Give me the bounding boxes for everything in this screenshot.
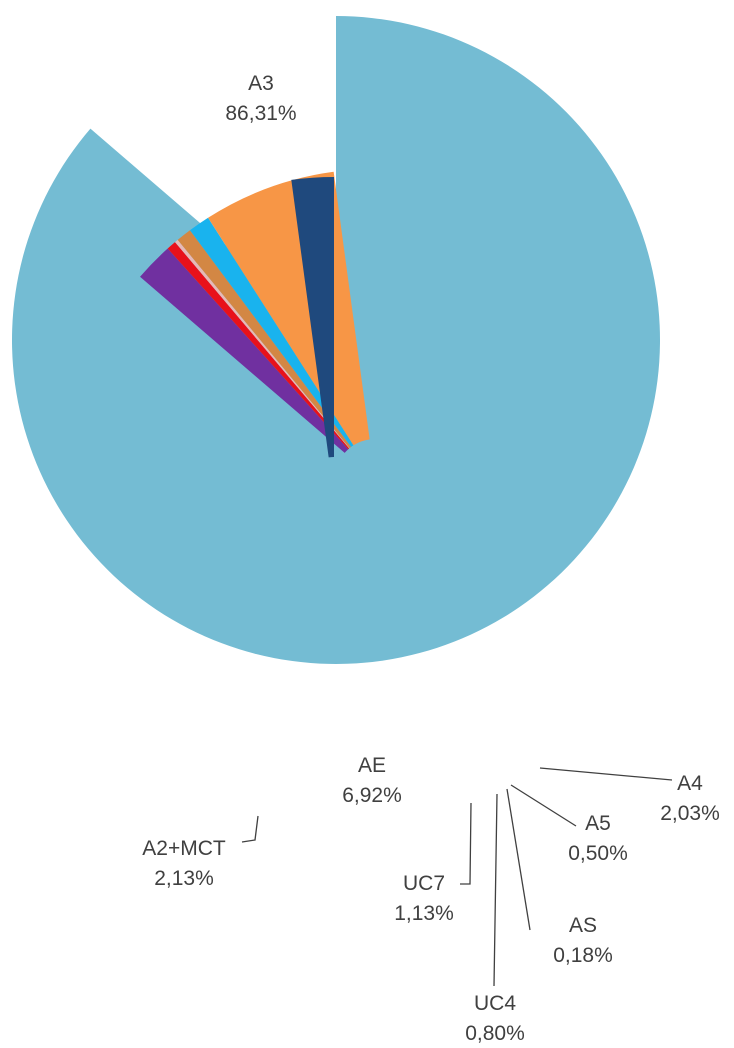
leader-line-as (506, 788, 531, 931)
leader-line-a4 (539, 767, 673, 781)
pie-slice-uc7 (189, 217, 354, 447)
slice-label-a3: A3 (248, 72, 274, 95)
slice-percent-uc4: 0,80% (465, 1022, 525, 1045)
slice-percent-ae: 6,92% (342, 784, 402, 807)
slice-label-a2-mct: A2+MCT (142, 837, 226, 860)
slice-label-uc7: UC7 (403, 872, 445, 895)
leader-line-a5 (510, 784, 577, 827)
slice-label-ae: AE (358, 754, 386, 777)
pie-slice-as (175, 239, 350, 449)
slice-percent-a2-mct: 2,13% (154, 867, 214, 890)
slice-label-uc4: UC4 (474, 992, 516, 1015)
pie-slice-uc4 (177, 230, 352, 449)
slice-percent-a4: 2,03% (660, 802, 720, 825)
leader-line-uc7 (460, 802, 472, 885)
slice-label-a5: A5 (585, 812, 611, 835)
leader-line-uc4 (493, 793, 498, 987)
slice-label-a4: A4 (677, 772, 703, 795)
slice-percent-uc7: 1,13% (394, 902, 454, 925)
slice-percent-a5: 0,50% (568, 842, 628, 865)
slice-percent-as: 0,18% (553, 944, 613, 967)
slice-label-as: AS (569, 914, 597, 937)
pie-slice-a4 (140, 248, 349, 453)
pie-slice-a2-mct (291, 177, 334, 458)
pie-slice-a5 (167, 242, 350, 450)
slice-percent-a3: 86,31% (225, 102, 296, 125)
leader-line-a2-mct (241, 815, 259, 843)
